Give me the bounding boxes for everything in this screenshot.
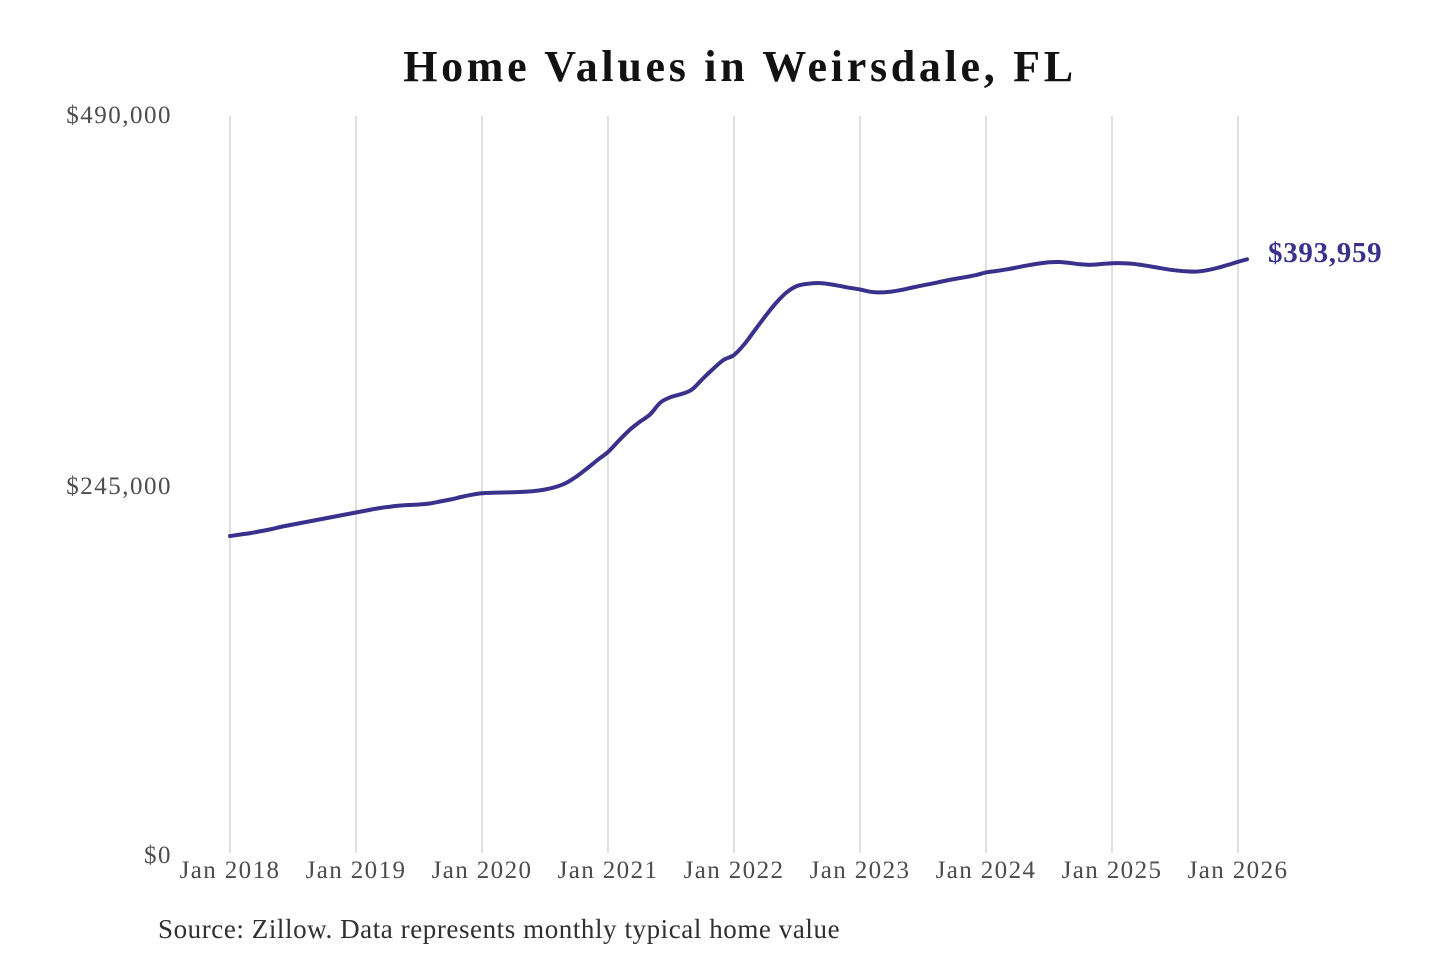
svg-text:Source: Zillow. Data represent: Source: Zillow. Data represents monthly …	[158, 914, 840, 944]
svg-text:$393,959: $393,959	[1268, 237, 1382, 269]
svg-text:Jan 2026: Jan 2026	[1188, 857, 1289, 884]
svg-text:$0: $0	[144, 842, 172, 869]
svg-text:Jan 2018: Jan 2018	[180, 857, 281, 884]
svg-text:Jan 2024: Jan 2024	[936, 857, 1037, 884]
svg-text:Jan 2023: Jan 2023	[810, 857, 911, 884]
svg-text:Jan 2020: Jan 2020	[432, 857, 533, 884]
svg-text:Jan 2021: Jan 2021	[558, 857, 659, 884]
svg-text:Jan 2019: Jan 2019	[306, 857, 407, 884]
svg-text:$490,000: $490,000	[66, 102, 172, 129]
svg-text:Home Values in Weirsdale, FL: Home Values in Weirsdale, FL	[403, 42, 1077, 91]
svg-text:$245,000: $245,000	[66, 473, 172, 500]
svg-text:Jan 2022: Jan 2022	[684, 857, 785, 884]
svg-text:Jan 2025: Jan 2025	[1062, 857, 1163, 884]
